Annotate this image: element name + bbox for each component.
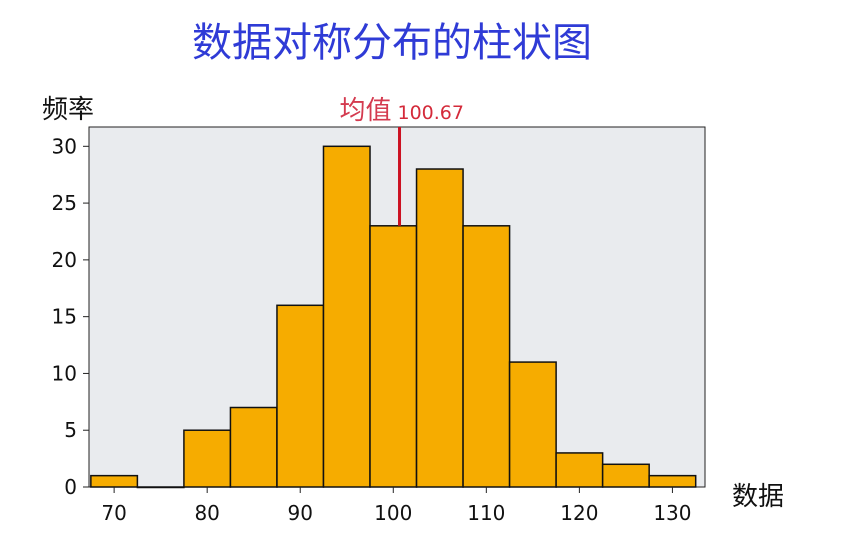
histogram-bar	[369, 225, 418, 488]
histogram-bar	[415, 168, 464, 488]
chart-title: 数据对称分布的柱状图	[192, 20, 592, 66]
y-tick-label: 25	[52, 191, 77, 215]
y-axis: 0 5 10 15 20 25 30	[52, 134, 89, 499]
y-tick-label: 0	[64, 475, 77, 499]
histogram-bar	[229, 406, 278, 488]
x-tick-label: 110	[467, 501, 505, 525]
y-tick-label: 20	[52, 248, 77, 272]
x-tick-label: 80	[194, 501, 219, 525]
histogram-bar	[508, 361, 557, 488]
y-tick-label: 10	[52, 361, 77, 385]
histogram-bar	[90, 474, 139, 488]
histogram-bar	[555, 452, 604, 488]
mean-label: 均值	[339, 96, 391, 126]
x-tick-label: 70	[101, 501, 126, 525]
x-tick-label: 130	[653, 501, 691, 525]
x-axis: 70 80 90 100 110 120 130	[101, 487, 692, 525]
y-tick-label: 30	[52, 134, 77, 158]
bars-group	[90, 145, 697, 489]
histogram-bar	[322, 145, 371, 488]
x-axis-title: 数据	[732, 482, 784, 512]
x-tick-label: 100	[374, 501, 412, 525]
y-tick-label: 5	[64, 418, 77, 442]
x-tick-label: 120	[560, 501, 598, 525]
y-axis-title: 频率	[42, 95, 94, 125]
histogram-bar	[648, 474, 697, 488]
y-tick-label: 15	[52, 305, 77, 329]
histogram-bar	[136, 486, 185, 489]
histogram-bar	[462, 225, 511, 488]
histogram-bar	[601, 463, 650, 488]
x-tick-label: 90	[288, 501, 313, 525]
histogram-bar	[183, 429, 232, 488]
mean-value-label: 100.67	[398, 102, 464, 124]
histogram-bar	[276, 304, 325, 488]
